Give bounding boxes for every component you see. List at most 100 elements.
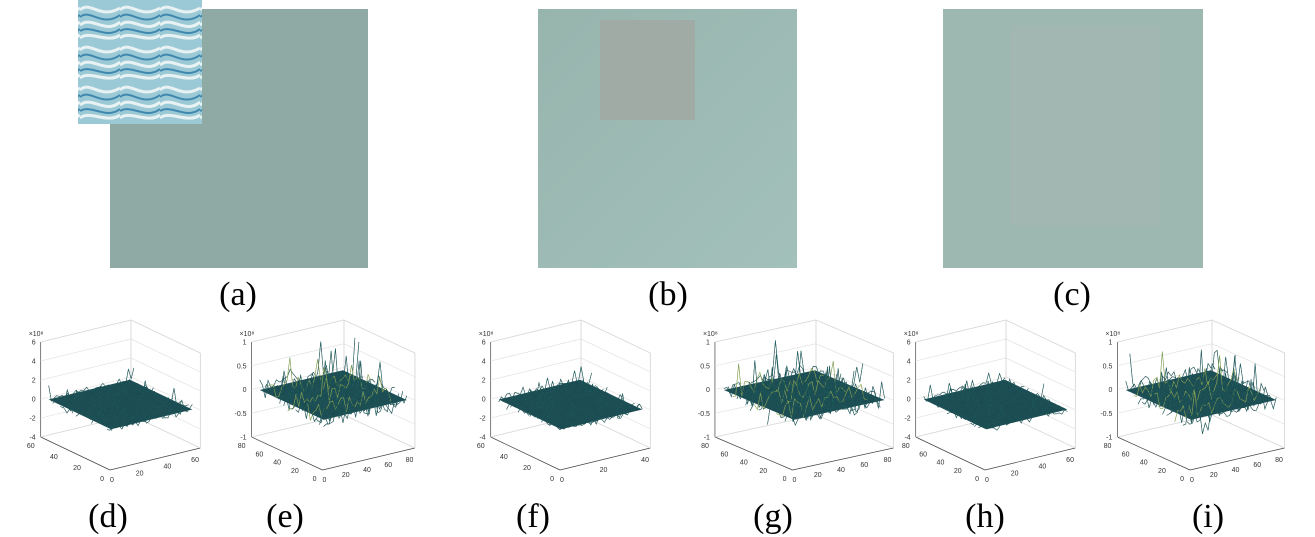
surface-line — [767, 381, 859, 425]
z-tick-label: 6 — [907, 340, 911, 347]
axis-line — [109, 447, 201, 471]
surface-line — [985, 409, 1068, 431]
surface-line — [99, 401, 181, 426]
y-tick-label: 0 — [323, 477, 327, 484]
x-tick-label: 40 — [740, 460, 748, 467]
surface-line — [75, 391, 158, 417]
z-tick-label: 0.5 — [237, 363, 247, 370]
x-tick-label: 60 — [27, 443, 35, 450]
y-tick-label: 40 — [1232, 467, 1240, 474]
y-tick-label: 80 — [406, 457, 414, 464]
caption: (c) — [1053, 276, 1091, 313]
x-tick-label: 40 — [500, 454, 508, 461]
grid-line — [251, 343, 416, 378]
surface-line — [303, 360, 387, 419]
surface-line — [970, 395, 1052, 426]
axis-line — [1189, 447, 1285, 471]
surface-line — [1174, 386, 1261, 422]
surface — [48, 379, 193, 430]
y-tick-label: 0 — [793, 477, 797, 484]
exponent-label: ×10⁸ — [703, 331, 718, 338]
x-tick-label: 20 — [523, 465, 531, 472]
surface-line — [518, 379, 600, 413]
y-tick-label: 40 — [363, 467, 371, 474]
x-tick-label: 20 — [73, 465, 81, 472]
z-tick-label: 2 — [482, 378, 486, 385]
caption: (i) — [1192, 498, 1224, 535]
z-tick-label: 6 — [482, 340, 486, 347]
caption: (b) — [648, 276, 688, 313]
x-tick-label: 0 — [550, 476, 554, 483]
z-tick-label: -0.5 — [698, 411, 710, 418]
y-tick-label: 60 — [860, 462, 868, 469]
texture-inset — [78, 0, 202, 124]
grid-line — [490, 357, 651, 392]
surface-line — [271, 337, 356, 400]
surface-line — [958, 393, 1041, 419]
z-tick-label: -2 — [904, 416, 910, 423]
x-tick-label: 60 — [1122, 451, 1130, 458]
image-c-patch — [1010, 25, 1160, 225]
caption: (d) — [88, 498, 128, 535]
surface-line — [514, 379, 596, 408]
z-tick-label: 0 — [706, 387, 710, 394]
surface-line — [279, 355, 363, 410]
y-tick-label: 80 — [1275, 457, 1283, 464]
y-tick-label: 20 — [1011, 470, 1019, 477]
surface-line — [48, 378, 131, 402]
grid-line — [490, 319, 651, 354]
z-tick-label: -2 — [29, 416, 35, 423]
grid-line — [251, 414, 416, 449]
x-tick-label: 80 — [238, 443, 246, 450]
x-tick-label: 0 — [783, 476, 787, 483]
z-tick-label: -1 — [704, 435, 710, 442]
surface-line — [103, 397, 185, 428]
exponent-label: ×10⁸ — [1105, 331, 1120, 338]
grid-line — [714, 319, 894, 354]
y-tick-label: 60 — [1253, 462, 1261, 469]
exponent-label: ×10⁸ — [240, 331, 255, 338]
axis-line — [984, 447, 1076, 471]
z-tick-label: 0.5 — [700, 363, 710, 370]
y-tick-label: 80 — [884, 457, 892, 464]
surface-line — [529, 392, 612, 417]
caption: (e) — [266, 498, 304, 535]
surface-line — [319, 386, 403, 425]
surface-line — [1146, 350, 1232, 409]
surface-line — [1186, 363, 1273, 425]
y-tick-label: 0 — [1190, 477, 1194, 484]
axis-line — [915, 436, 986, 471]
axis-line — [490, 436, 561, 471]
caption: (a) — [219, 276, 257, 313]
grid-line — [490, 376, 651, 411]
y-tick-label: 40 — [163, 464, 171, 471]
z-tick-label: -4 — [479, 435, 485, 442]
surface-line — [52, 367, 134, 404]
z-tick-label: 0 — [907, 397, 911, 404]
y-tick-label: 0 — [110, 477, 114, 484]
z-tick-label: 2 — [32, 378, 36, 385]
z-tick-label: 0 — [243, 387, 247, 394]
surface-line — [732, 363, 824, 398]
x-tick-label: 20 — [759, 468, 767, 475]
surface-line — [982, 400, 1064, 430]
surface-line — [537, 397, 619, 420]
y-tick-label: 20 — [814, 472, 822, 479]
caption: (h) — [965, 498, 1005, 535]
y-tick-label: 40 — [1038, 464, 1046, 471]
surface-line — [506, 378, 588, 410]
surface-line — [553, 403, 635, 426]
surface-line — [776, 384, 868, 418]
grid-line — [1117, 343, 1285, 378]
surface-line — [110, 404, 193, 431]
surface-line — [1129, 353, 1216, 395]
y-tick-label: 20 — [136, 470, 144, 477]
surface-line — [95, 388, 177, 424]
surface-line — [789, 372, 881, 426]
grid-line — [915, 338, 1076, 373]
axis-line — [322, 447, 416, 471]
z-tick-label: 1 — [1108, 340, 1112, 347]
caption: (f) — [516, 498, 550, 535]
surface-line — [935, 382, 1017, 408]
x-tick-label: 0 — [1180, 476, 1184, 483]
